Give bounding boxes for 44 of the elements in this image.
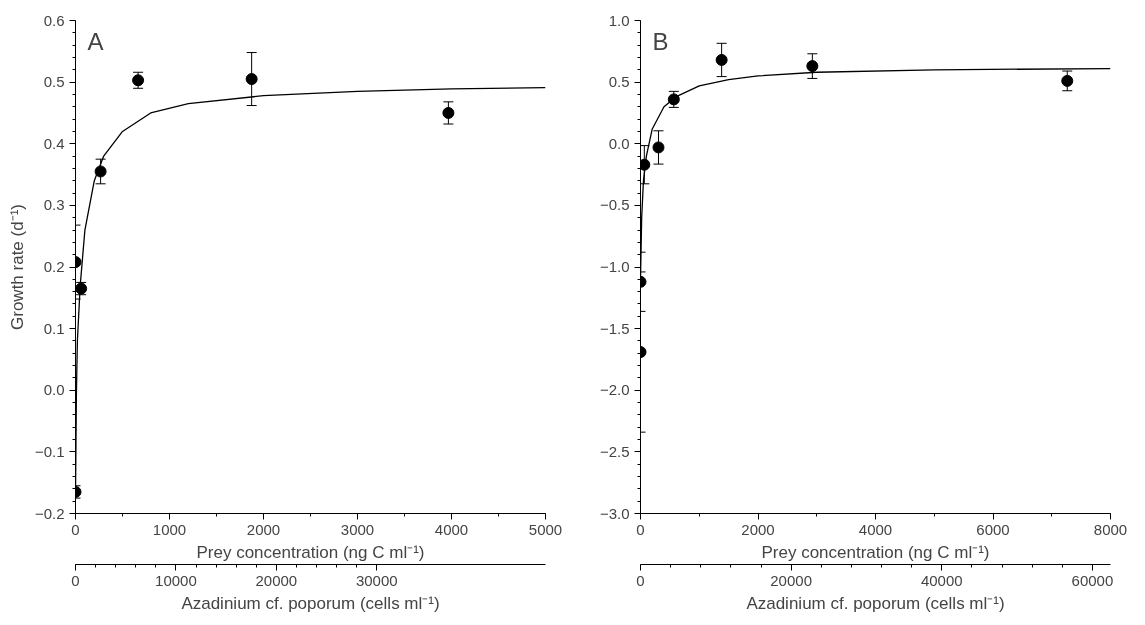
y-tick-label: 0.0 <box>608 134 630 152</box>
x-tick-label: 4000 <box>434 520 469 538</box>
y-tick-label: 0.5 <box>43 73 65 91</box>
y-tick-label: −2.0 <box>599 381 630 399</box>
x2-axis-title: Azadinium cf. poporum (cells ml⁻¹) <box>746 593 1005 613</box>
x2-tick-label: 60000 <box>1071 571 1114 589</box>
x-tick-label: 4000 <box>858 520 893 538</box>
x-tick-label: 3000 <box>340 520 375 538</box>
x-tick-label: 0 <box>636 520 645 538</box>
y-tick-label: 0.5 <box>608 73 630 91</box>
x2-tick-label: 10000 <box>155 571 197 589</box>
y-tick-label: 0.6 <box>43 11 65 29</box>
y-tick-label: 0.4 <box>43 134 65 152</box>
x2-tick-label: 20000 <box>255 571 298 589</box>
y-tick-label: 0.0 <box>43 381 65 399</box>
x2-axis-title: Azadinium cf. poporum (cells ml⁻¹) <box>181 593 440 613</box>
x-axis-title: Prey concentration (ng C ml⁻¹) <box>761 542 990 562</box>
y-tick-label: −1.0 <box>599 258 630 275</box>
x2-tick-label: 40000 <box>920 571 963 589</box>
x2-tick-label: 20000 <box>770 571 812 589</box>
x2-tick-label: 30000 <box>355 571 398 589</box>
y-tick-label: −1.5 <box>599 319 630 337</box>
y-tick-label: 0.2 <box>43 258 65 275</box>
y-tick-label: −0.1 <box>34 442 65 460</box>
y-tick-label: −0.5 <box>599 196 630 214</box>
x-tick-label: 1000 <box>152 520 187 538</box>
chart-title: A <box>87 27 104 55</box>
x-tick-label: 2000 <box>246 520 281 538</box>
x-tick-label: 8000 <box>1093 520 1128 538</box>
chart-title: B <box>652 27 669 55</box>
x-tick-label: 6000 <box>976 520 1010 538</box>
y-tick-label: 1.0 <box>608 11 630 29</box>
x2-tick-label: 0 <box>636 571 645 589</box>
y-axis-title: Growth rate (d⁻¹) <box>7 204 27 330</box>
y-tick-label: 0.1 <box>43 319 65 337</box>
x-tick-label: 5000 <box>528 520 563 538</box>
y-tick-label: 0.3 <box>43 196 65 214</box>
y-tick-label: −2.5 <box>599 442 630 460</box>
x-tick-label: 0 <box>71 520 80 538</box>
y-tick-label: −0.2 <box>34 504 65 522</box>
x2-tick-label: 0 <box>71 571 80 589</box>
y-tick-label: −3.0 <box>599 504 630 522</box>
x-axis-title: Prey concentration (ng C ml⁻¹) <box>196 542 425 562</box>
x-tick-label: 2000 <box>741 520 775 538</box>
